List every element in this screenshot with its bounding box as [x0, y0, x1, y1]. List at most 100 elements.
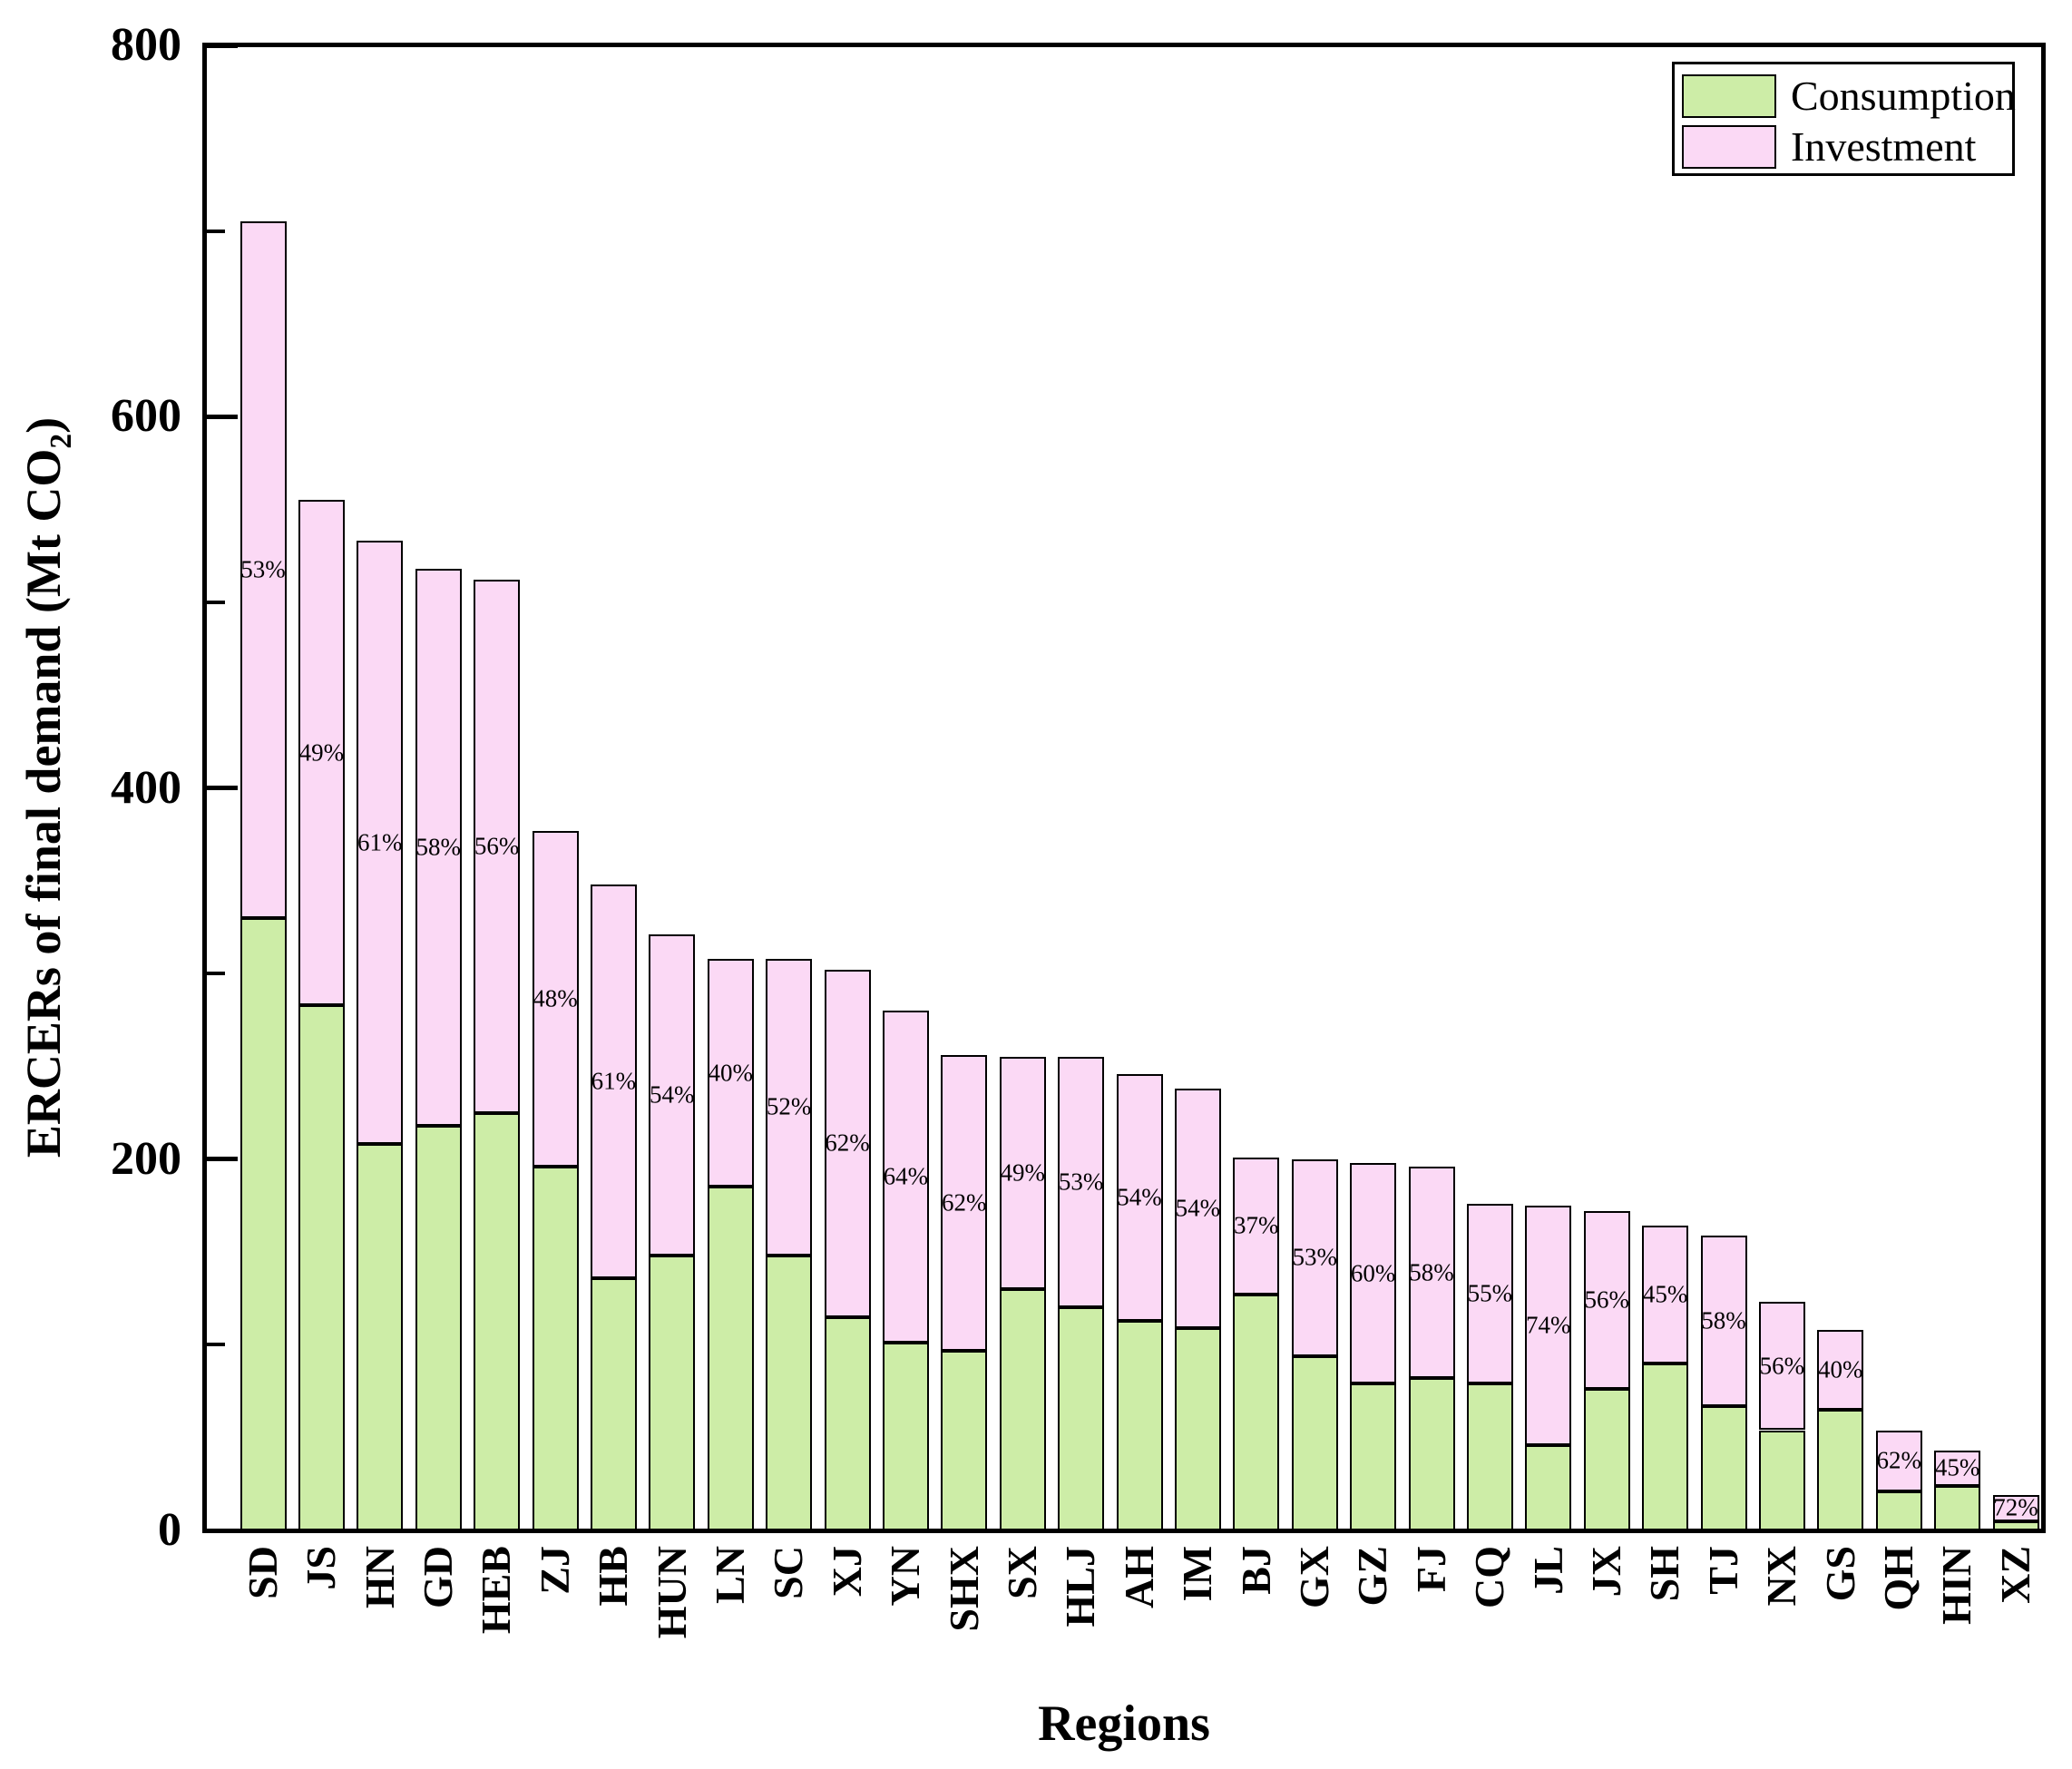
investment-segment-JX: [1583, 1211, 1630, 1390]
investment-share-label-SH: 45%: [1642, 1280, 1688, 1308]
consumption-segment-GZ: [1350, 1383, 1397, 1530]
investment-segment-LN: [707, 958, 754, 1187]
investment-swatch: [1682, 125, 1776, 169]
investment-segment-HLJ: [1058, 1057, 1105, 1308]
investment-share-label-HB: 61%: [591, 1067, 637, 1095]
x-tick-label-SH: SH: [1641, 1546, 1688, 1602]
x-tick-slot-HIN: HIN: [1932, 1546, 1983, 1705]
x-tick-slot-SD: SD: [238, 1546, 288, 1705]
investment-share-label-ZJ: 48%: [533, 984, 578, 1012]
investment-share-label-HLJ: 53%: [1058, 1168, 1104, 1196]
x-tick-slot-LN: LN: [705, 1546, 756, 1705]
legend-row-investment: Investment: [1682, 124, 1976, 170]
x-tick-label-SC: SC: [765, 1546, 812, 1599]
x-tick-label-ZJ: ZJ: [531, 1546, 578, 1595]
investment-segment-SHX: [941, 1055, 988, 1351]
investment-share-label-CQ: 55%: [1467, 1279, 1513, 1307]
x-tick-slot-SC: SC: [764, 1546, 815, 1705]
x-tick-label-SHX: SHX: [940, 1546, 987, 1632]
investment-share-label-FJ: 58%: [1409, 1258, 1454, 1286]
y-tick-minor-700: [207, 229, 225, 233]
consumption-segment-HUN: [649, 1256, 696, 1530]
investment-share-label-YN: 64%: [883, 1162, 929, 1190]
consumption-segment-BJ: [1233, 1295, 1280, 1530]
y-tick-major-200: [207, 1157, 238, 1162]
investment-segment-SH: [1642, 1226, 1689, 1363]
investment-share-label-AH: 54%: [1117, 1183, 1162, 1211]
x-tick-label-CQ: CQ: [1466, 1546, 1513, 1608]
investment-segment-GX: [1291, 1158, 1338, 1356]
investment-segment-HIN: [1934, 1451, 1981, 1486]
consumption-segment-SH: [1642, 1363, 1689, 1530]
y-tick-major-600: [207, 414, 238, 419]
x-tick-label-YN: YN: [882, 1546, 929, 1607]
investment-segment-HN: [357, 541, 404, 1145]
consumption-segment-AH: [1116, 1320, 1163, 1530]
investment-share-label-JX: 56%: [1584, 1285, 1629, 1314]
investment-segment-HB: [590, 884, 637, 1278]
x-tick-label-GX: GX: [1291, 1546, 1338, 1608]
x-tick-slot-HUN: HUN: [647, 1546, 698, 1705]
consumption-segment-FJ: [1408, 1378, 1455, 1530]
investment-share-label-HIN: 45%: [1934, 1453, 1980, 1481]
consumption-segment-NX: [1758, 1430, 1805, 1530]
investment-segment-GS: [1817, 1330, 1864, 1410]
x-tick-slot-QH: QH: [1873, 1546, 1924, 1705]
investment-share-label-GS: 40%: [1818, 1355, 1863, 1383]
x-tick-slot-TJ: TJ: [1698, 1546, 1749, 1705]
x-tick-label-QH: QH: [1875, 1546, 1922, 1611]
x-tick-slot-GS: GS: [1815, 1546, 1866, 1705]
y-axis-title-suffix: ): [16, 416, 72, 434]
x-tick-label-HN: HN: [356, 1546, 403, 1608]
y-axis-title-text: ERCERs of final demand (Mt CO: [16, 448, 72, 1158]
x-tick-label-TJ: TJ: [1699, 1546, 1746, 1595]
investment-share-label-LN: 40%: [708, 1059, 753, 1087]
y-tick-major-0: [207, 1528, 238, 1533]
x-tick-label-GD: GD: [415, 1546, 462, 1608]
x-tick-slot-JL: JL: [1523, 1546, 1574, 1705]
y-tick-label-600: 600: [111, 390, 181, 443]
consumption-segment-LN: [707, 1187, 754, 1530]
x-tick-slot-JX: JX: [1581, 1546, 1632, 1705]
x-tick-slot-YN: YN: [880, 1546, 931, 1705]
investment-share-label-HN: 61%: [357, 828, 403, 856]
y-tick-label-800: 800: [111, 19, 181, 71]
x-tick-label-FJ: FJ: [1407, 1546, 1454, 1593]
investment-share-label-SD: 53%: [240, 555, 286, 583]
y-tick-label-0: 0: [158, 1504, 181, 1556]
investment-share-label-GX: 53%: [1292, 1243, 1337, 1271]
x-tick-slot-JS: JS: [296, 1546, 347, 1705]
legend-row-consumption: Consumption: [1682, 73, 2016, 119]
consumption-segment-SX: [999, 1288, 1046, 1530]
investment-segment-GD: [415, 569, 462, 1126]
x-tick-label-GS: GS: [1816, 1546, 1863, 1602]
investment-share-label-GD: 58%: [415, 833, 461, 861]
investment-segment-AH: [1116, 1073, 1163, 1321]
y-tick-label-200: 200: [111, 1132, 181, 1185]
investment-segment-TJ: [1700, 1235, 1747, 1406]
x-tick-label-LN: LN: [707, 1546, 754, 1604]
consumption-segment-HLJ: [1058, 1307, 1105, 1530]
consumption-segment-HIN: [1934, 1485, 1981, 1530]
x-tick-label-AH: AH: [1115, 1546, 1162, 1608]
investment-segment-GZ: [1350, 1162, 1397, 1384]
investment-segment-HEB: [474, 580, 521, 1113]
consumption-segment-YN: [882, 1343, 929, 1530]
investment-share-label-JL: 74%: [1526, 1311, 1571, 1339]
investment-share-label-SX: 49%: [1000, 1158, 1045, 1187]
x-tick-label-GZ: GZ: [1349, 1546, 1396, 1607]
consumption-segment-GD: [415, 1125, 462, 1530]
investment-segment-YN: [882, 1011, 929, 1344]
x-tick-slot-HB: HB: [588, 1546, 639, 1705]
investment-segment-HUN: [649, 934, 696, 1256]
investment-segment-JL: [1525, 1205, 1572, 1445]
investment-share-label-HUN: 54%: [650, 1080, 695, 1109]
investment-share-label-SHX: 62%: [942, 1188, 987, 1217]
x-tick-slot-SH: SH: [1640, 1546, 1691, 1705]
consumption-segment-SD: [239, 917, 287, 1530]
x-tick-slot-SHX: SHX: [939, 1546, 990, 1705]
consumption-segment-GX: [1291, 1355, 1338, 1530]
x-tick-label-IM: IM: [1174, 1546, 1221, 1602]
investment-share-label-QH: 62%: [1876, 1446, 1921, 1474]
investment-segment-SC: [766, 958, 813, 1256]
